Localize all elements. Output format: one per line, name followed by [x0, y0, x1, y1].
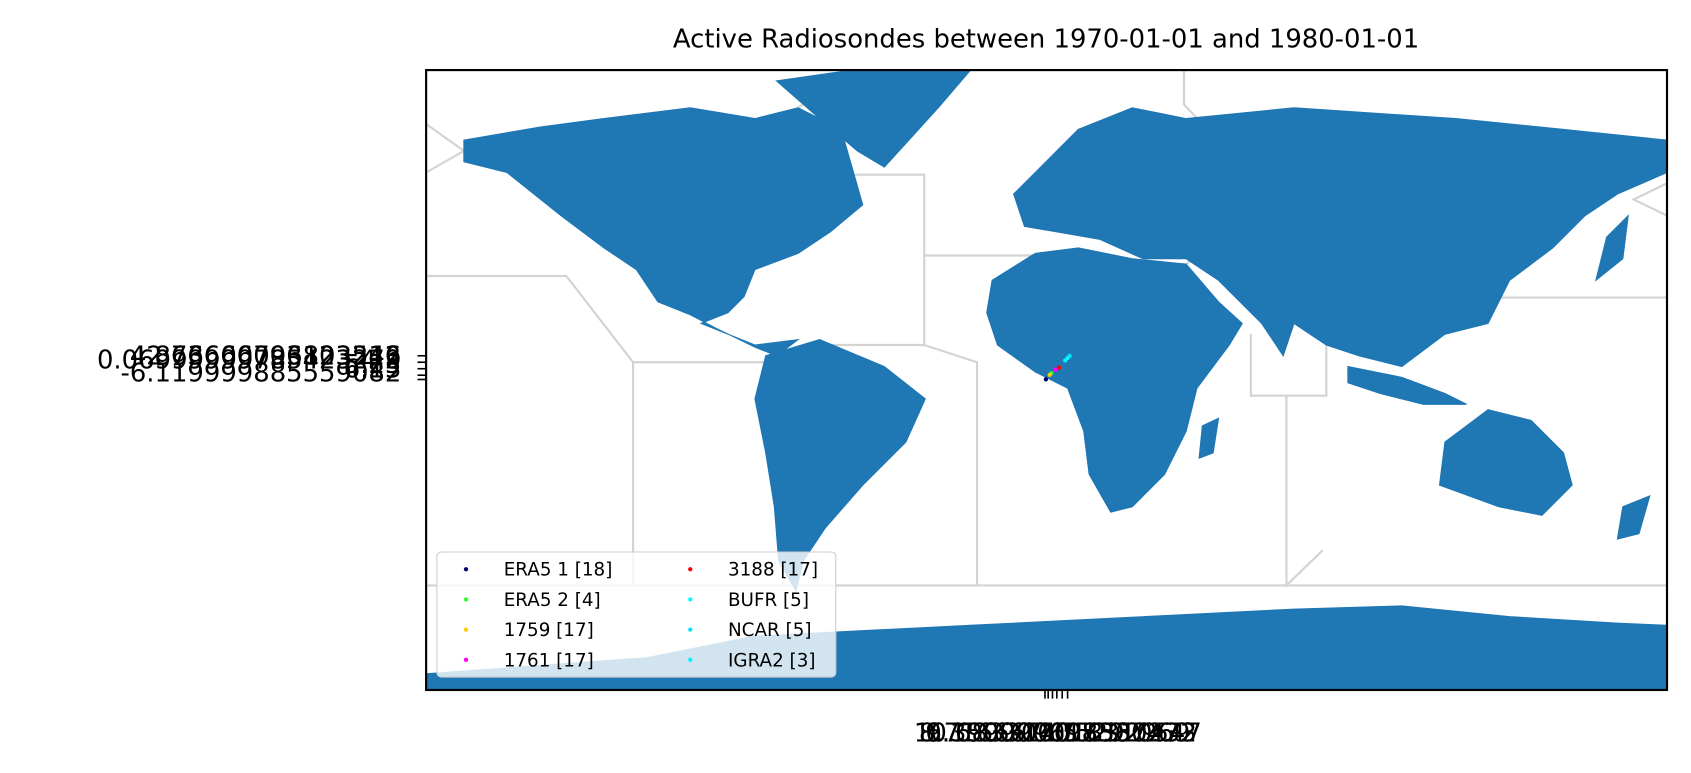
station-point [1063, 358, 1068, 363]
basemap [426, 70, 1668, 690]
legend-label: ERA5 2 [4] [504, 590, 601, 611]
legend-marker [688, 597, 693, 602]
y-tick-label: 5.25 [344, 350, 402, 380]
legend-label: 1759 [17] [504, 620, 594, 641]
legend-label: NCAR [5] [728, 620, 812, 641]
legend-label: 1761 [17] [504, 650, 594, 671]
station-point [1047, 372, 1052, 378]
x-tick-label: 10.683300018310547 [914, 719, 1202, 749]
legend-marker [463, 627, 469, 632]
y-tick-label: 4.2 [360, 346, 401, 376]
y-tick-label: 6.13 [344, 354, 402, 384]
legend-marker [688, 657, 693, 662]
legend-label: BUFR [5] [728, 590, 809, 611]
y-tick-label: 4.866666793823242 [130, 341, 401, 371]
legend-box [436, 551, 837, 678]
legend-label: 3188 [17] [728, 560, 818, 581]
station-point [1056, 365, 1062, 370]
station-point [1067, 353, 1072, 359]
legend-marker [463, 657, 469, 662]
chart-title: Active Radiosondes between 1970-01-01 an… [673, 24, 1419, 54]
x-tick-label: 8.716667175292969 [919, 719, 1190, 749]
y-tick-marks [417, 354, 427, 381]
legend-label: IGRA2 [3] [728, 650, 816, 671]
station-point [1053, 367, 1058, 372]
station-point [1043, 377, 1049, 382]
x-tick-label: 6.150000095367432 [925, 719, 1196, 749]
legend-marker [463, 567, 469, 572]
legend-marker [688, 627, 693, 632]
x-tick-label: -140.7 [1013, 719, 1096, 749]
y-tick-label: 0.06999999785423279 [97, 346, 401, 376]
legend-marker [688, 567, 693, 572]
y-tick-label: 42.73600006103516 [130, 341, 401, 371]
legend-marker [463, 597, 469, 602]
x-tick-label: 7.5 [1037, 719, 1078, 749]
x-tick-label: 9.399999618530273 [925, 719, 1196, 749]
x-tick-marks [1044, 689, 1069, 699]
legend-label: ERA5 1 [18] [504, 560, 613, 581]
y-tick-label: -6.119999885559082 [121, 359, 402, 389]
